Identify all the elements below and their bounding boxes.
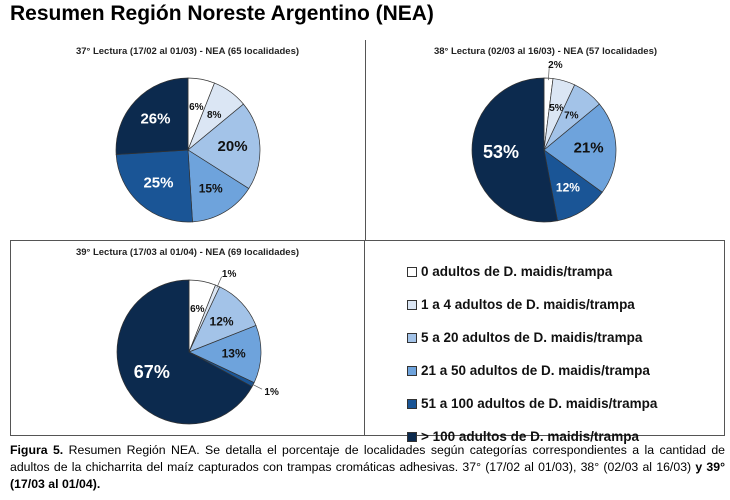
- legend-item: 5 a 20 adultos de D. maidis/trampa: [407, 321, 724, 354]
- legend-label: 0 adultos de D. maidis/trampa: [421, 264, 613, 279]
- pie-slice: [188, 325, 262, 384]
- pie-slice: [471, 77, 558, 223]
- data-label: 67%: [134, 362, 170, 382]
- data-label: 53%: [483, 142, 519, 162]
- legend-label: 51 a 100 adultos de D. maidis/trampa: [421, 396, 658, 411]
- pie-slice: [187, 149, 250, 223]
- pie-chart-37: 37° Lectura (17/02 al 01/03) - NEA (65 l…: [10, 40, 365, 240]
- legend-label: > 100 adultos de D. maidis/trampa: [421, 429, 639, 444]
- leader-line: [216, 276, 222, 288]
- legend-swatch: [407, 431, 417, 442]
- data-label: 20%: [218, 138, 248, 155]
- legend-item: 21 a 50 adultos de D. maidis/trampa: [407, 354, 724, 387]
- caption-text: Resumen Región NEA. Se detalla el porcen…: [10, 443, 725, 474]
- pie-slice: [187, 103, 261, 190]
- data-label: 26%: [140, 110, 170, 127]
- data-label: 8%: [207, 110, 222, 121]
- leader-line: [548, 68, 550, 81]
- data-label: 6%: [189, 102, 204, 113]
- legend-swatch: [407, 266, 417, 277]
- legend-swatch: [407, 398, 417, 409]
- legend-label: 5 a 20 adultos de D. maidis/trampa: [421, 330, 643, 345]
- chart-title: 38° Lectura (02/03 al 16/03) - NEA (57 l…: [433, 46, 658, 57]
- data-label: 12%: [210, 314, 234, 328]
- pie-slice: [116, 279, 253, 425]
- data-label: 25%: [143, 174, 173, 191]
- data-label: 13%: [222, 346, 246, 360]
- legend-label: 21 a 50 adultos de D. maidis/trampa: [421, 363, 650, 378]
- figure-caption: Figura 5. Resumen Región NEA. Se detalla…: [10, 442, 725, 493]
- data-label: 6%: [190, 304, 205, 315]
- legend-item: 51 a 100 adultos de D. maidis/trampa: [407, 387, 724, 420]
- data-label: 1%: [264, 387, 279, 398]
- legend-swatch: [407, 332, 417, 343]
- page-title: Resumen Región Noreste Argentino (NEA): [10, 2, 434, 25]
- pie-chart-39: 39° Lectura (17/03 al 01/04) - NEA (69 l…: [10, 240, 365, 436]
- pie-slice: [115, 77, 189, 155]
- legend-swatch: [407, 365, 417, 376]
- pie-slice: [543, 103, 617, 193]
- data-label: 21%: [574, 140, 604, 157]
- legend: 0 adultos de D. maidis/trampa 1 a 4 adul…: [365, 240, 725, 444]
- leader-line: [251, 383, 263, 390]
- pie-slice: [115, 149, 193, 223]
- legend-swatch: [407, 299, 417, 310]
- caption-label: Figura 5.: [10, 443, 64, 457]
- legend-label: 1 a 4 adultos de D. maidis/trampa: [421, 297, 635, 312]
- data-label: 7%: [564, 111, 579, 122]
- legend-item: 1 a 4 adultos de D. maidis/trampa: [407, 288, 724, 321]
- data-label: 5%: [549, 103, 564, 114]
- chart-title: 39° Lectura (17/03 al 01/04) - NEA (69 l…: [75, 247, 300, 258]
- legend-item: > 100 adultos de D. maidis/trampa: [407, 420, 724, 453]
- data-label: 12%: [556, 181, 580, 195]
- data-label: 1%: [222, 269, 237, 280]
- data-label: 2%: [548, 60, 563, 71]
- chart-title: 37° Lectura (17/02 al 01/03) - NEA (65 l…: [75, 46, 300, 57]
- legend-item: 0 adultos de D. maidis/trampa: [407, 255, 724, 288]
- data-label: 15%: [199, 181, 223, 195]
- caption-bold-end: y 39° (17/03 al 01/04).: [10, 460, 725, 491]
- pie-chart-38: 38° Lectura (02/03 al 16/03) - NEA (57 l…: [365, 40, 725, 240]
